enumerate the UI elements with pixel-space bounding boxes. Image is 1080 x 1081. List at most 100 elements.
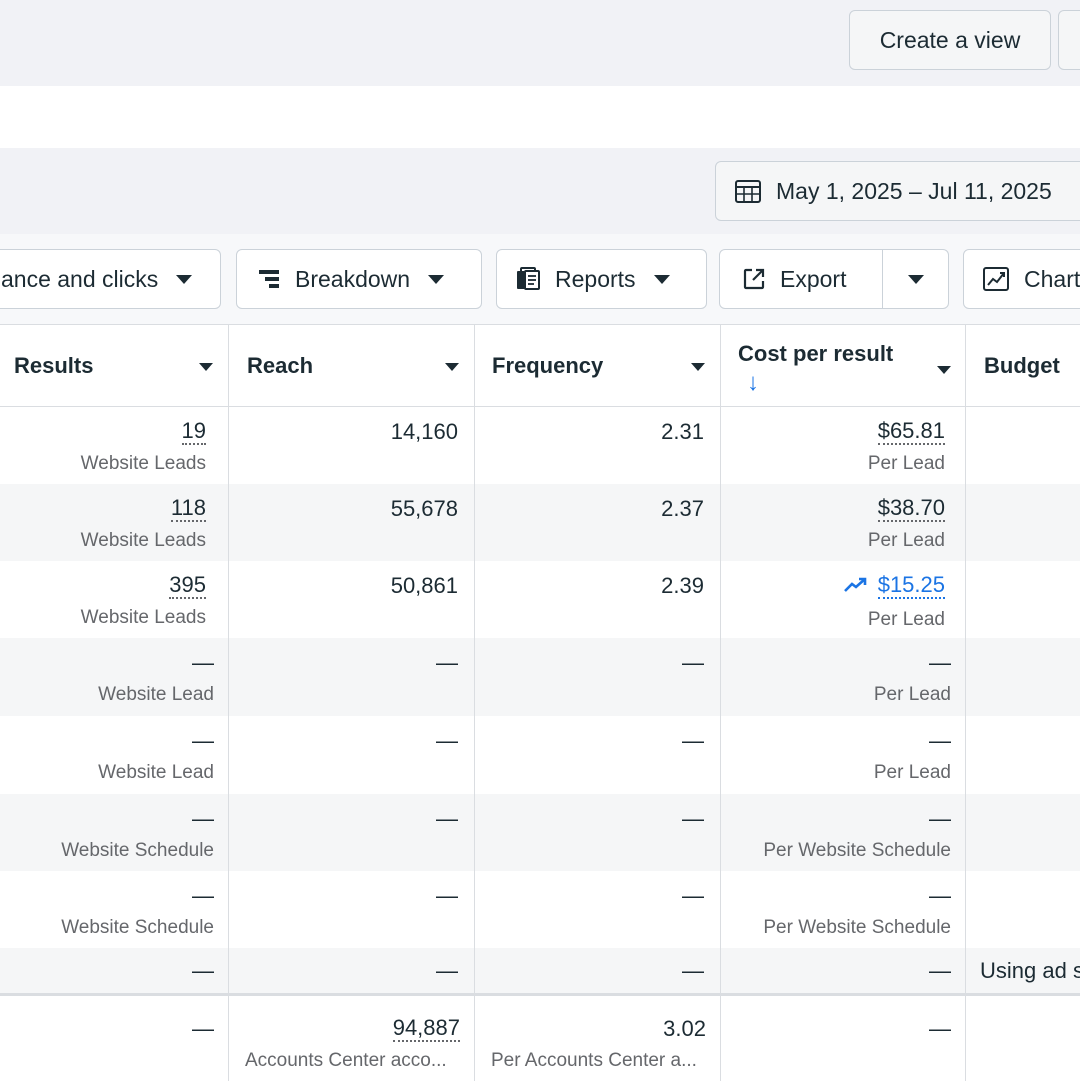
cell-value: —: [929, 883, 951, 908]
cell-subtext: Per Lead: [873, 684, 951, 705]
table-cell: —: [475, 948, 721, 993]
column-header-results[interactable]: Results: [0, 325, 229, 407]
table-row[interactable]: 118 Website Leads 55,678 2.37 $38.70 Per Lead: [0, 484, 1080, 561]
cell-value: —: [929, 728, 951, 753]
table-row[interactable]: — Website Schedule — — — Per Website Schedule: [0, 794, 1080, 871]
ads-table: Results Reach Frequency Cost per result …: [0, 324, 1080, 1081]
table-cell: —: [229, 871, 475, 948]
breakdown-dropdown[interactable]: Breakdown: [236, 249, 482, 309]
chevron-down-icon[interactable]: [691, 363, 705, 371]
chevron-down-icon[interactable]: [937, 366, 951, 374]
chevron-down-icon: [907, 274, 924, 284]
column-header-reach[interactable]: Reach: [229, 325, 475, 407]
cell-value: —: [192, 728, 214, 753]
export-icon: [742, 267, 766, 291]
column-label: Frequency: [492, 353, 604, 378]
table-cell: $15.25 Per Lead: [721, 561, 966, 638]
table-cell: 94,887 Accounts Center acco...: [229, 996, 475, 1081]
cell-value: —: [682, 958, 704, 983]
cell-value: 94,887: [392, 1015, 460, 1042]
column-label: Budget: [984, 353, 1060, 378]
reports-dropdown[interactable]: Reports: [496, 249, 707, 309]
table-cell: —: [0, 948, 229, 993]
table-row[interactable]: 19 Website Leads 14,160 2.31 $65.81 Per Lead: [0, 407, 1080, 484]
cell-value[interactable]: $38.70: [877, 495, 945, 522]
export-options-dropdown[interactable]: [882, 249, 949, 309]
cell-value: —: [192, 1016, 214, 1041]
table-row[interactable]: — Website Lead — — — Per Lead: [0, 638, 1080, 716]
column-header-frequency[interactable]: Frequency: [475, 325, 721, 407]
cell-subtext: Per Lead: [867, 530, 945, 551]
chevron-down-icon[interactable]: [445, 363, 459, 371]
table-cell: —: [475, 794, 721, 871]
export-button[interactable]: Export: [719, 249, 884, 309]
sort-descending-icon: ↓: [747, 369, 759, 396]
chevron-down-icon: [176, 274, 193, 284]
table-cell: —: [229, 948, 475, 993]
cell-value[interactable]: 19: [181, 418, 206, 445]
table-cell: [966, 484, 1080, 561]
table-cell: — Website Lead: [0, 716, 229, 794]
table-cell: 2.37: [475, 484, 721, 561]
chevron-down-icon: [653, 274, 670, 284]
charts-button[interactable]: Chart: [963, 249, 1080, 309]
cell-value[interactable]: 395: [169, 572, 206, 599]
cell-value[interactable]: 118: [170, 495, 206, 522]
table-row[interactable]: 395 Website Leads 50,861 2.39 $15.25 Per Lead: [0, 561, 1080, 638]
column-header-cost-per-result[interactable]: Cost per result ↓: [721, 325, 966, 407]
column-header-budget[interactable]: Budget: [966, 325, 1080, 407]
table-cell: —: [475, 871, 721, 948]
more-button[interactable]: [1058, 10, 1080, 70]
cell-value: 2.37: [661, 496, 704, 521]
cell-subtext: Website Leads: [80, 607, 206, 628]
table-cell: —: [475, 716, 721, 794]
budget-text: Using ad s: [980, 958, 1080, 983]
cell-value: —: [192, 958, 214, 983]
table-cell: — Website Schedule: [0, 871, 229, 948]
table-cell: — Website Lead: [0, 638, 229, 716]
date-range-label: May 1, 2025 – Jul 11, 2025: [776, 177, 1052, 204]
table-cell: [966, 871, 1080, 948]
create-view-button[interactable]: Create a view: [849, 10, 1051, 70]
cell-value: 14,160: [390, 419, 458, 444]
cell-value: —: [682, 650, 704, 675]
calendar-icon: [734, 178, 762, 204]
charts-label: Chart: [1024, 265, 1080, 292]
cell-value: 55,678: [390, 496, 458, 521]
table-cell: — Per Website Schedule: [721, 794, 966, 871]
cell-value[interactable]: $15.25: [877, 572, 945, 599]
table-row[interactable]: — Website Schedule — — — Per Website Schedule: [0, 871, 1080, 948]
column-label: Cost per result: [738, 341, 894, 366]
columns-label: ance and clicks: [1, 265, 159, 292]
spacer-band: [0, 86, 1080, 148]
table-cell: 395 Website Leads: [0, 561, 229, 638]
table-cell: [966, 996, 1080, 1081]
cell-subtext: Website Schedule: [61, 840, 214, 861]
cell-value: —: [192, 650, 214, 675]
table-row[interactable]: — Website Lead — — — Per Lead: [0, 716, 1080, 794]
cell-value[interactable]: $65.81: [877, 418, 945, 445]
table-cell: Using ad s: [966, 948, 1080, 993]
table-cell: [966, 794, 1080, 871]
chart-icon: [982, 266, 1010, 292]
cell-subtext: Website Leads: [80, 530, 206, 551]
chevron-down-icon[interactable]: [199, 363, 213, 371]
table-cell: 14,160: [229, 407, 475, 484]
table-cell: —: [475, 638, 721, 716]
cell-value: —: [436, 806, 458, 831]
column-label: Results: [14, 353, 94, 378]
columns-dropdown[interactable]: ance and clicks: [0, 249, 221, 309]
column-label: Reach: [247, 353, 314, 378]
cell-value: —: [682, 806, 704, 831]
cell-subtext: Per Lead: [867, 453, 945, 474]
cell-value: —: [682, 883, 704, 908]
cell-value: —: [436, 958, 458, 983]
cell-value: 50,861: [390, 573, 458, 598]
table-row[interactable]: — — — — Using ad s: [0, 948, 1080, 993]
date-range-picker[interactable]: May 1, 2025 – Jul 11, 2025: [715, 161, 1080, 221]
table-cell: 3.02 Per Accounts Center a...: [475, 996, 721, 1081]
table-cell: 55,678: [229, 484, 475, 561]
cell-subtext: Accounts Center acco...: [245, 1050, 447, 1071]
table-cell: —: [229, 794, 475, 871]
table-cell: 2.39: [475, 561, 721, 638]
